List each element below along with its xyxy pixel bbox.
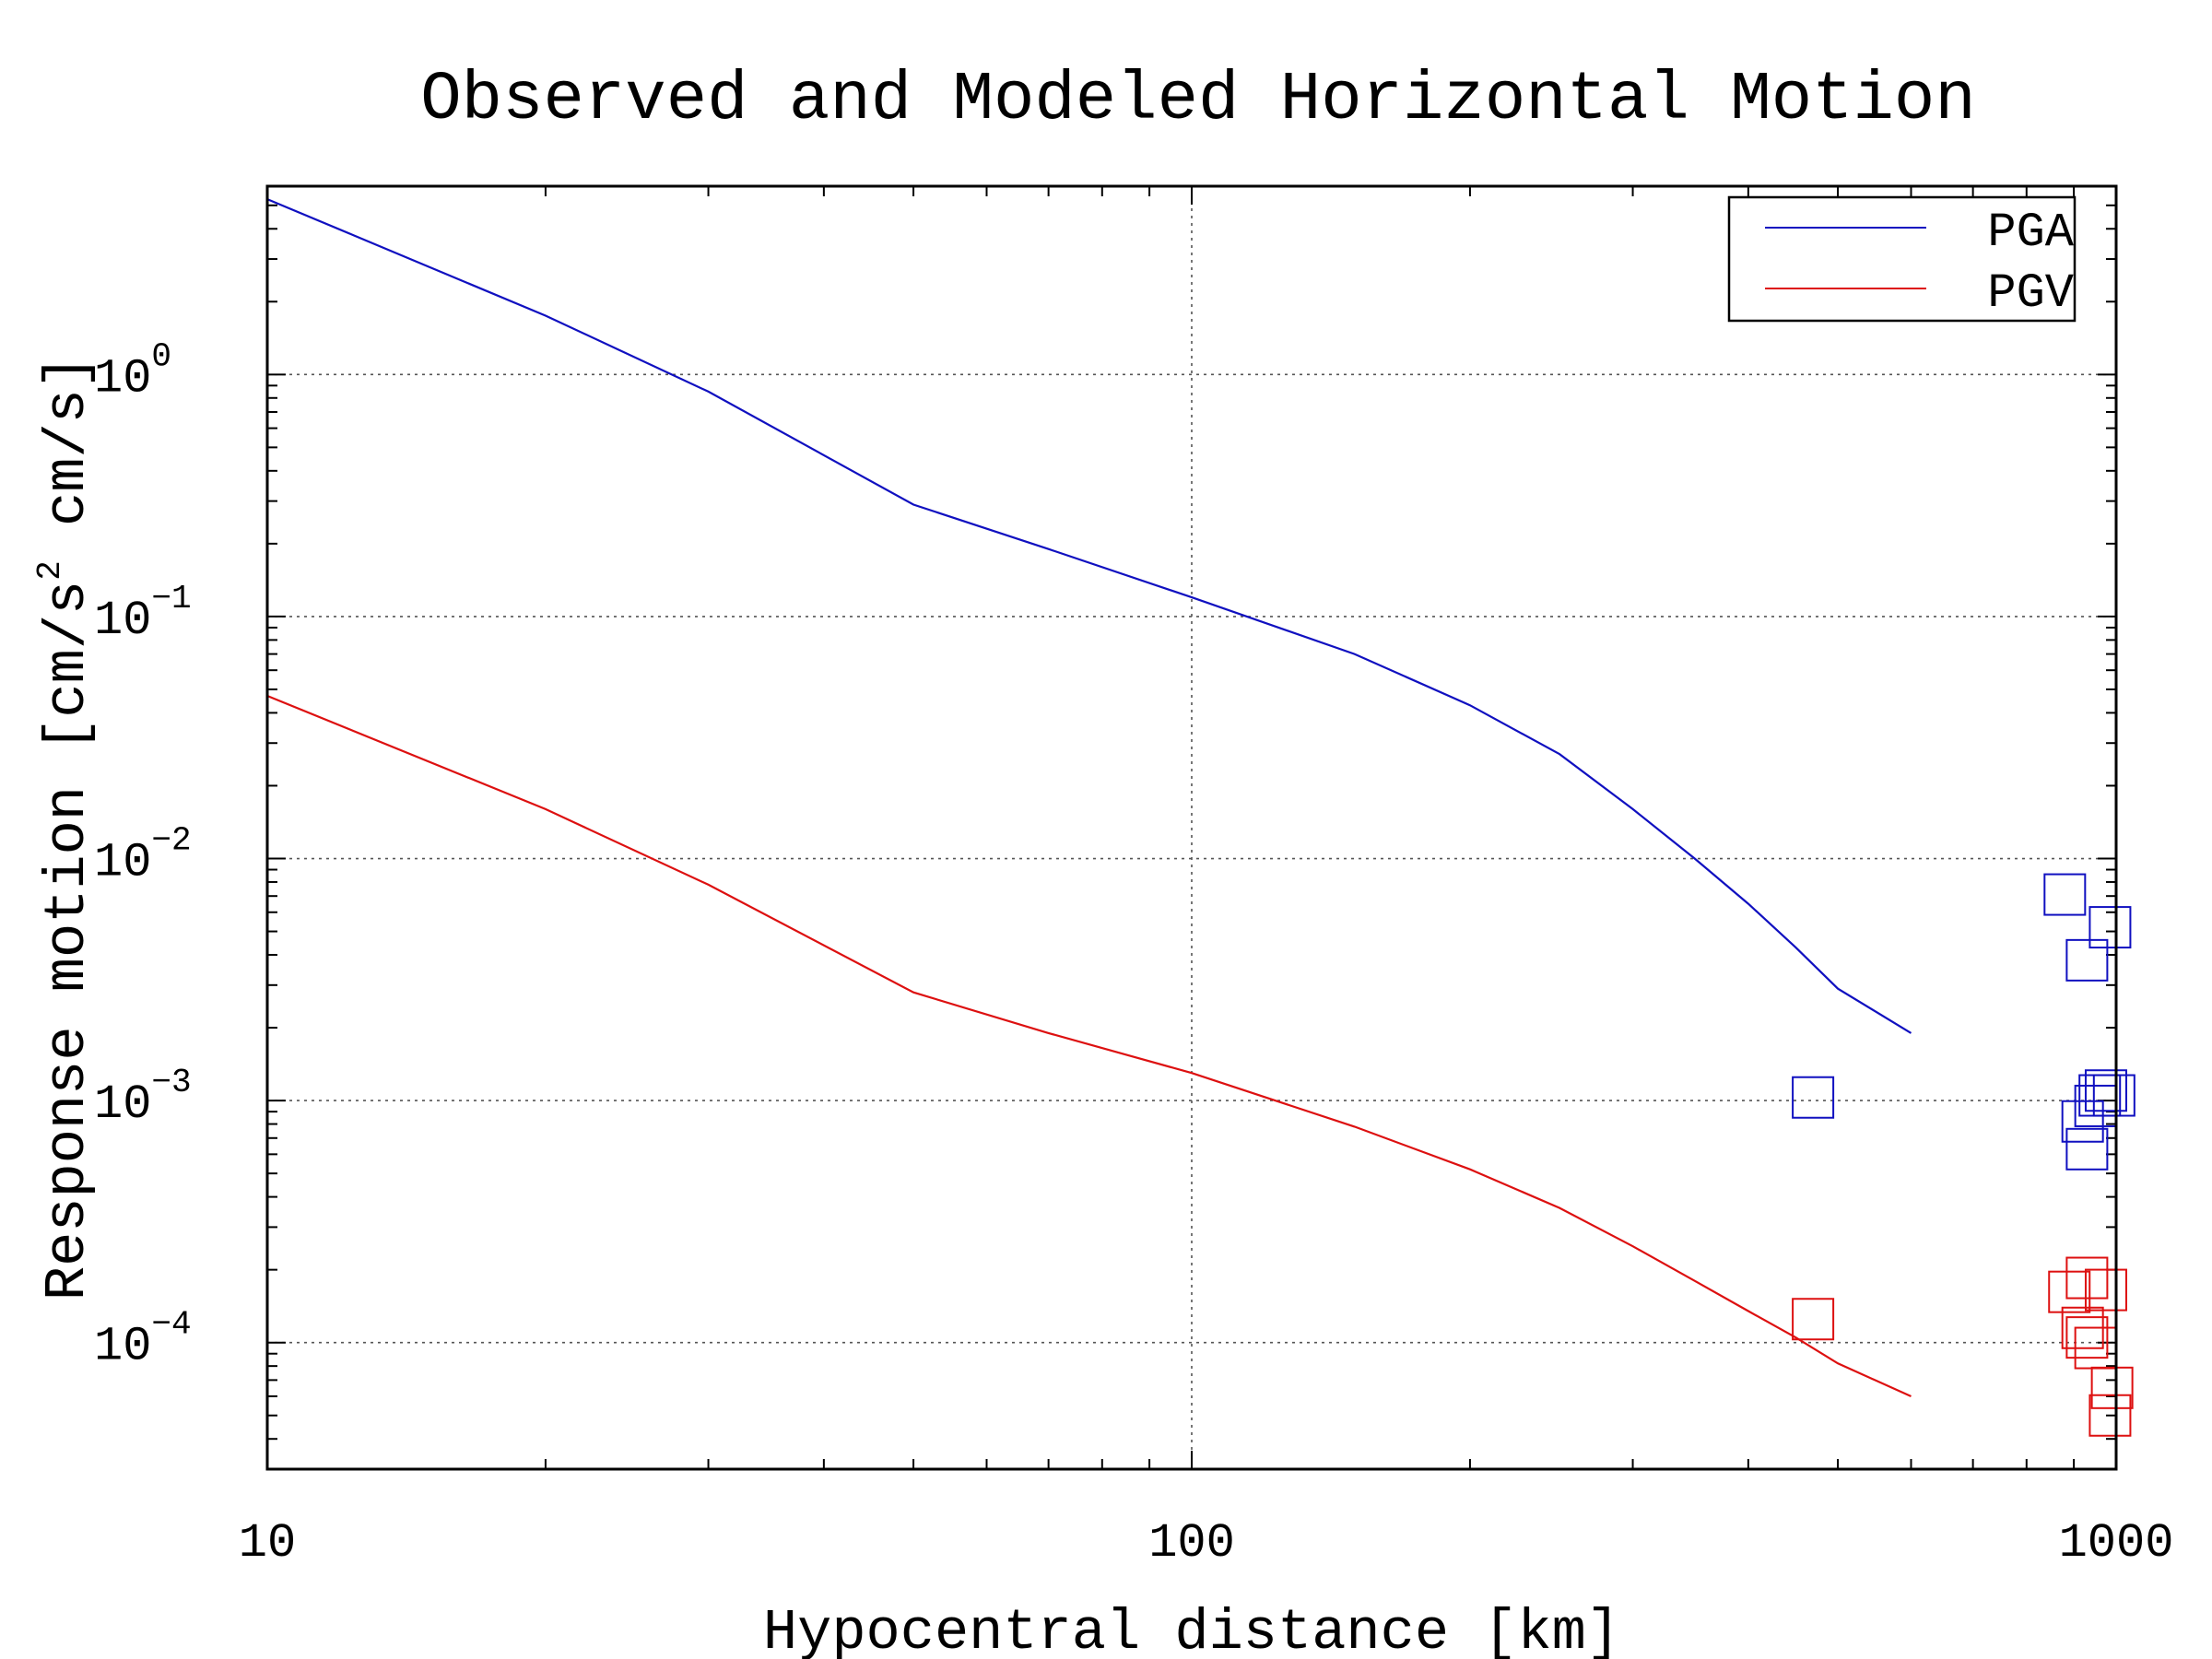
observed-point-pgv (2048, 1270, 2091, 1313)
x-axis-label: Hypocentral distance [km] (763, 1600, 1620, 1659)
observed-point-pgv (1792, 1298, 1835, 1341)
y-tick-label: 10−4 (94, 1306, 192, 1374)
y-tick-label-base: 10 (94, 594, 151, 648)
plot-area-frame (265, 184, 2118, 1471)
y-tick-label: 10−3 (94, 1064, 192, 1132)
model-line-pgv (266, 694, 1912, 1398)
x-tick-label: 1000 (2059, 1516, 2174, 1571)
y-tick-label-base: 10 (94, 1077, 151, 1132)
observed-point-pga (2043, 873, 2087, 916)
observed-point-pgv (2084, 1268, 2127, 1312)
y-tick-label-exponent: −2 (151, 822, 191, 860)
legend-box (1727, 195, 2077, 323)
x-tick-label: 10 (239, 1516, 296, 1571)
y-tick-label: 100 (94, 337, 171, 406)
y-tick-label-exponent: −3 (151, 1064, 191, 1101)
observed-point-pgv (2065, 1256, 2109, 1300)
observed-point-pgv (2088, 1394, 2132, 1437)
legend: PGA PGV (1727, 195, 2077, 323)
series-layer (266, 198, 2136, 1437)
y-tick-label-base: 10 (94, 351, 151, 406)
chart-title: Observed and Modeled Horizontal Motion (420, 62, 1975, 139)
y-axis-label-superscript: 2 (31, 560, 69, 581)
x-tick-label: 100 (1148, 1516, 1235, 1571)
observed-point-pga (1792, 1076, 1835, 1119)
observed-point-pga (2065, 1127, 2109, 1171)
observed-point-pga (2092, 1074, 2136, 1117)
observed-point-pga (2084, 1069, 2127, 1112)
y-tick-label-base: 10 (94, 1320, 151, 1374)
y-tick-label: 10−1 (94, 580, 192, 648)
y-tick-label-exponent: 0 (151, 337, 171, 375)
legend-label-pgv: PGV (1987, 266, 2074, 321)
y-tick-label: 10−2 (94, 822, 192, 890)
observed-point-pgv (2065, 1316, 2109, 1359)
observed-point-pga (2061, 1100, 2104, 1143)
x-tick-labels: 10 100 1000 (239, 1516, 2174, 1571)
observed-point-pga (2088, 906, 2132, 949)
legend-label-pga: PGA (1987, 206, 2074, 260)
y-tick-label-base: 10 (94, 836, 151, 890)
observed-point-pgv (2090, 1366, 2134, 1409)
y-axis-label-tail: cm/s] (35, 355, 100, 560)
observed-point-pga (2065, 938, 2109, 982)
y-axis-label: Response motion [cm/s2 cm/s] (31, 355, 100, 1300)
y-tick-label-exponent: −4 (151, 1306, 191, 1344)
y-axis-label-main: Response motion [cm/s (35, 581, 100, 1300)
model-line-pga (266, 198, 1912, 1034)
grid-lines (267, 186, 2116, 1469)
y-tick-label-exponent: −1 (151, 580, 191, 618)
